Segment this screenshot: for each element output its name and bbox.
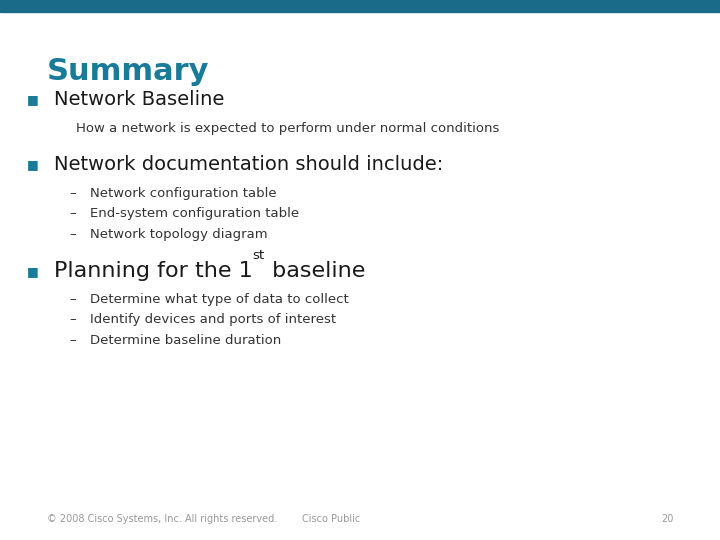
Text: Determine what type of data to collect: Determine what type of data to collect <box>90 293 348 306</box>
Text: –: – <box>70 334 76 347</box>
Text: –: – <box>70 313 76 326</box>
Text: st: st <box>253 249 265 262</box>
Text: ■: ■ <box>27 93 38 106</box>
Text: Network Baseline: Network Baseline <box>54 90 225 110</box>
Text: ■: ■ <box>27 158 38 171</box>
Text: –: – <box>70 187 76 200</box>
Text: –: – <box>70 207 76 220</box>
Text: Cisco Public: Cisco Public <box>302 515 361 524</box>
Text: Network topology diagram: Network topology diagram <box>90 228 268 241</box>
Text: Summary: Summary <box>47 57 210 86</box>
Text: ■: ■ <box>27 265 38 278</box>
Text: How a network is expected to perform under normal conditions: How a network is expected to perform und… <box>76 122 499 135</box>
Text: End-system configuration table: End-system configuration table <box>90 207 299 220</box>
Text: 20: 20 <box>661 515 673 524</box>
Text: Network documentation should include:: Network documentation should include: <box>54 155 444 174</box>
Text: Identify devices and ports of interest: Identify devices and ports of interest <box>90 313 336 326</box>
Text: Planning for the 1: Planning for the 1 <box>54 261 253 281</box>
Text: baseline: baseline <box>265 261 365 281</box>
Text: Network configuration table: Network configuration table <box>90 187 276 200</box>
Text: Determine baseline duration: Determine baseline duration <box>90 334 282 347</box>
Text: © 2008 Cisco Systems, Inc. All rights reserved.: © 2008 Cisco Systems, Inc. All rights re… <box>47 515 277 524</box>
Text: –: – <box>70 228 76 241</box>
Text: –: – <box>70 293 76 306</box>
Bar <box>0 0 720 12</box>
